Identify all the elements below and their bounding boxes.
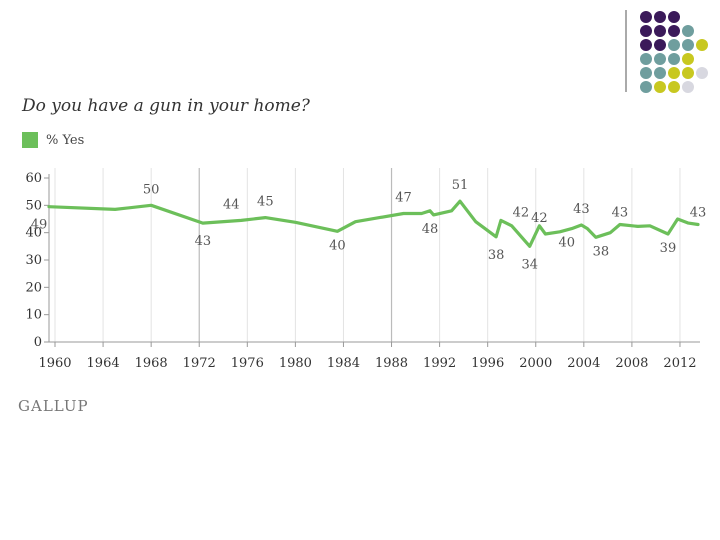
x-tick-label: 1976 (231, 356, 264, 371)
decor-dot (640, 11, 652, 23)
decor-dot (654, 53, 666, 65)
data-label: 43 (690, 205, 707, 220)
decor-dot (668, 81, 680, 93)
data-label: 40 (329, 238, 346, 253)
decor-dot (640, 39, 652, 51)
data-label: 45 (257, 195, 274, 210)
gallup-logo: GALLUP (18, 397, 89, 415)
y-tick-label: 60 (25, 171, 42, 186)
data-label: 40 (559, 236, 576, 251)
decor-dot (654, 67, 666, 79)
decor-dot (640, 67, 652, 79)
decorative-dot-grid (625, 10, 708, 93)
decor-dot (668, 53, 680, 65)
x-tick-label: 2008 (615, 356, 648, 371)
legend-swatch (22, 132, 38, 148)
x-tick-label: 2012 (663, 356, 696, 371)
decor-dot (668, 25, 680, 37)
x-tick-label: 1972 (183, 356, 216, 371)
x-tick-label: 2000 (519, 356, 552, 371)
decor-dot (640, 81, 652, 93)
x-tick-label: 1996 (471, 356, 504, 371)
y-tick-label: 20 (25, 280, 42, 295)
x-tick-label: 1984 (327, 356, 360, 371)
data-label: 38 (593, 244, 610, 259)
x-tick-label: 1992 (423, 356, 456, 371)
x-tick-label: 1988 (375, 356, 408, 371)
data-label: 42 (531, 211, 548, 226)
decor-dot (696, 39, 708, 51)
decor-dot (654, 25, 666, 37)
decor-dot (668, 11, 680, 23)
line-chart: 0 10 20 30 40 50 60 1960 1964 1968 1972 1976 1980 198… (25, 168, 707, 371)
data-label: 44 (223, 197, 240, 212)
decor-dot (682, 53, 694, 65)
x-tick-label: 1968 (135, 356, 168, 371)
decor-dot (668, 67, 680, 79)
decor-dot (682, 81, 694, 93)
legend: % Yes (22, 132, 84, 148)
data-label: 39 (660, 241, 677, 256)
decor-dot (682, 67, 694, 79)
data-label: 47 (395, 191, 412, 206)
data-label: 34 (521, 257, 538, 272)
data-label: 50 (143, 182, 160, 197)
data-label: 43 (573, 202, 590, 217)
series-line-yes (47, 199, 700, 248)
y-tick-label: 0 (34, 335, 42, 350)
data-label: 48 (422, 222, 439, 237)
decor-dot (654, 11, 666, 23)
data-label: 49 (31, 218, 48, 233)
y-tick-label: 10 (25, 308, 42, 323)
y-tick-label: 30 (25, 253, 42, 268)
data-label: 38 (488, 248, 505, 263)
data-label: 51 (452, 178, 469, 193)
decor-dot (682, 25, 694, 37)
x-tick-label: 1964 (87, 356, 120, 371)
legend-label: % Yes (46, 132, 85, 148)
data-label: 43 (612, 205, 629, 220)
decor-dot (682, 39, 694, 51)
chart-title: Do you have a gun in your home? (22, 96, 310, 116)
decor-dot (654, 81, 666, 93)
decor-dot (696, 67, 708, 79)
decor-dot (640, 53, 652, 65)
y-tick-label: 40 (25, 226, 42, 241)
x-tick-label: 2004 (567, 356, 600, 371)
x-tick-label: 1980 (279, 356, 312, 371)
y-tick-label: 50 (25, 198, 42, 213)
data-label: 43 (195, 234, 212, 249)
x-tick-label: 1960 (38, 356, 71, 371)
decor-dot (654, 39, 666, 51)
decor-dot (640, 25, 652, 37)
decor-dot (668, 39, 680, 51)
data-label: 42 (513, 205, 530, 220)
